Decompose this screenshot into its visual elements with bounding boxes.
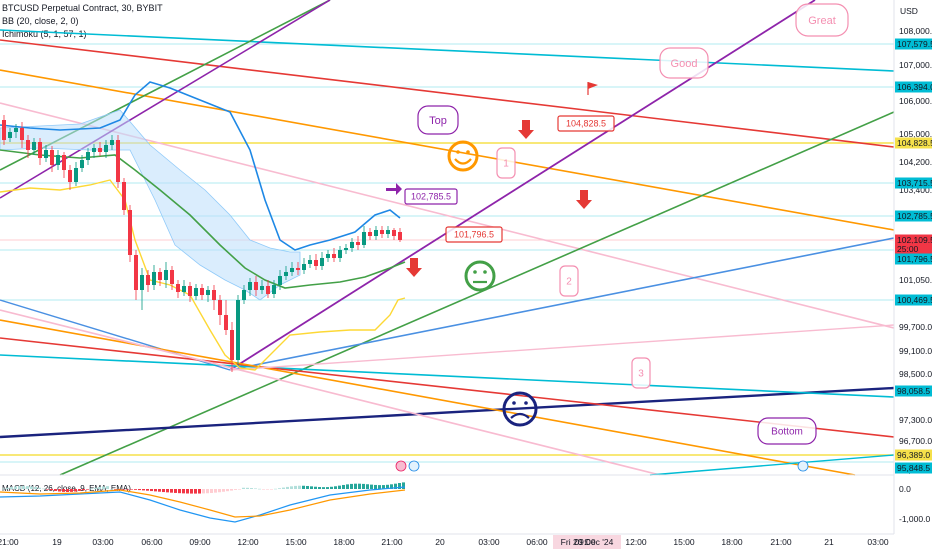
annotation-callout[interactable]: Top (417, 105, 459, 135)
price-tag-box (895, 462, 932, 474)
ichimoku-cloud (0, 109, 301, 301)
price-tick-label: 107,000.0 (899, 60, 932, 70)
time-tick-label: 03:00 (92, 537, 114, 547)
price-tag-label: 103,715.5 (897, 178, 932, 188)
price-tag-label: 107,579.5 (897, 39, 932, 49)
price-tags: 107,579.5 106,394.0 104,828.5 103,715.5 102,… (895, 38, 932, 474)
svg-text:3: 3 (638, 369, 644, 380)
time-tick-label: 15:00 (285, 537, 307, 547)
annotations: Top Good Great Bottom 102,785.5 104,828.5 101,… (404, 3, 849, 445)
time-tick-label: 06:00 (526, 537, 548, 547)
price-tag-label: 102,785.5 (897, 211, 932, 221)
time-tick-label: 18:00 (333, 537, 355, 547)
currency-label: USD (900, 6, 918, 16)
price-tag-label: 95,848.5 (897, 463, 930, 473)
price-tag-box (895, 253, 932, 265)
price-tag-box (895, 449, 932, 461)
price-tag-box (895, 294, 932, 306)
svg-text:101,796.5: 101,796.5 (454, 230, 494, 240)
annotation-callout[interactable]: 1 (496, 147, 516, 179)
price-tag-box (895, 137, 932, 149)
time-cursor-label: Fri 20 Dec '24 (561, 537, 614, 547)
time-axis[interactable]: 21:00 19 03:00 06:00 09:00 12:00 15:00 18:00 21:… (0, 533, 894, 550)
price-tag-box (895, 177, 932, 189)
svg-text:Bottom: Bottom (771, 427, 803, 438)
time-tick-label: 12:00 (237, 537, 259, 547)
price-tick-label: 108,000.0 (899, 26, 932, 36)
svg-text:Good: Good (671, 58, 698, 70)
time-tick-label: 03:00 (478, 537, 500, 547)
price-tick-label: 106,000.0 (899, 96, 932, 106)
annotation-callout[interactable]: Bottom (757, 417, 817, 445)
time-tick-label: 09:00 (574, 537, 596, 547)
annotation-callout[interactable]: 104,828.5 (557, 115, 615, 132)
sad-face-icon (502, 391, 538, 427)
time-cursor-box (553, 535, 621, 549)
price-tag-box (895, 243, 932, 255)
bb-legend[interactable]: BB (20, close, 2, 0) (2, 16, 79, 26)
trend-lines (0, 0, 895, 476)
neutral-face-icon (464, 260, 496, 292)
macd-pane (0, 474, 894, 523)
candlesticks (2, 115, 402, 372)
svg-text:104,828.5: 104,828.5 (566, 119, 606, 129)
price-tag-label: 106,394.0 (897, 82, 932, 92)
annotation-callout[interactable]: 2 (559, 265, 579, 297)
price-tick-label: 99,700.0 (899, 322, 932, 332)
svg-text:102,785.5: 102,785.5 (411, 192, 451, 202)
svg-text:2: 2 (566, 277, 572, 288)
time-tick-label: 09:00 (189, 537, 211, 547)
price-tag-label: 96,389.0 (897, 450, 930, 460)
price-tag-label: 101,796.5 (897, 254, 932, 264)
price-tick-label: 101,050.0 (899, 275, 932, 285)
price-tick-label: 104,200.0 (899, 157, 932, 167)
time-tick-label: 18:00 (721, 537, 743, 547)
svg-text:Top: Top (429, 115, 447, 127)
time-tick-label: 20 (435, 537, 445, 547)
annotation-callout[interactable]: Great (795, 3, 849, 37)
flag-icon (587, 82, 598, 95)
time-tick-label: 19 (52, 537, 62, 547)
time-tick-label: 21:00 (381, 537, 403, 547)
price-tick-label: 99,100.0 (899, 346, 932, 356)
time-tick-label: 03:00 (867, 537, 889, 547)
annotation-callout[interactable]: 101,796.5 (445, 226, 503, 243)
svg-text:1: 1 (503, 159, 509, 170)
price-tag-box (895, 38, 932, 50)
time-tick-label: 06:00 (141, 537, 163, 547)
price-tag-label: 102,109.5 (897, 235, 932, 245)
price-tick-label: 103,400.0 (899, 185, 932, 195)
symbol-legend[interactable]: BTCUSD Perpetual Contract, 30, BYBIT (2, 3, 163, 13)
price-tag-box (895, 385, 932, 397)
price-tag-label: 100,469.5 (897, 295, 932, 305)
event-icon[interactable] (395, 460, 809, 472)
indicator-lines (0, 81, 406, 371)
time-tick-label: 21:00 (770, 537, 792, 547)
price-tag-box (895, 81, 932, 93)
price-tag-box (895, 210, 932, 222)
price-tag-label: 104,828.5 (897, 138, 932, 148)
macd-legend[interactable]: MACD (12, 26, close, 9, EMA, EMA) (2, 484, 131, 493)
time-tick-label: 21 (824, 537, 834, 547)
hand-pointer-icon (386, 120, 592, 277)
macd-tick-label: -1,000.0 (899, 514, 930, 524)
time-tick-label: 15:00 (673, 537, 695, 547)
price-tag-label: 25:00 (897, 244, 919, 254)
price-tick-label: 105,000.0 (899, 129, 932, 139)
ichimoku-legend[interactable]: Ichimoku (5, 1, 57, 1) (2, 29, 87, 39)
annotation-callout[interactable]: 102,785.5 (404, 188, 458, 205)
price-tick-label: 98,500.0 (899, 369, 932, 379)
time-tick-label: 21:00 (0, 537, 19, 547)
happy-face-icon (447, 140, 479, 172)
price-tick-label: 97,300.0 (899, 415, 932, 425)
macd-tick-label: 0.0 (899, 484, 911, 494)
price-tag-box (895, 234, 932, 246)
annotation-callout[interactable]: Good (659, 47, 709, 79)
time-tick-label: 12:00 (625, 537, 647, 547)
price-tag-label: 98,058.5 (897, 386, 930, 396)
annotation-callout[interactable]: 3 (631, 357, 651, 389)
price-tick-label: 96,700.0 (899, 436, 932, 446)
svg-text:Great: Great (808, 15, 836, 27)
